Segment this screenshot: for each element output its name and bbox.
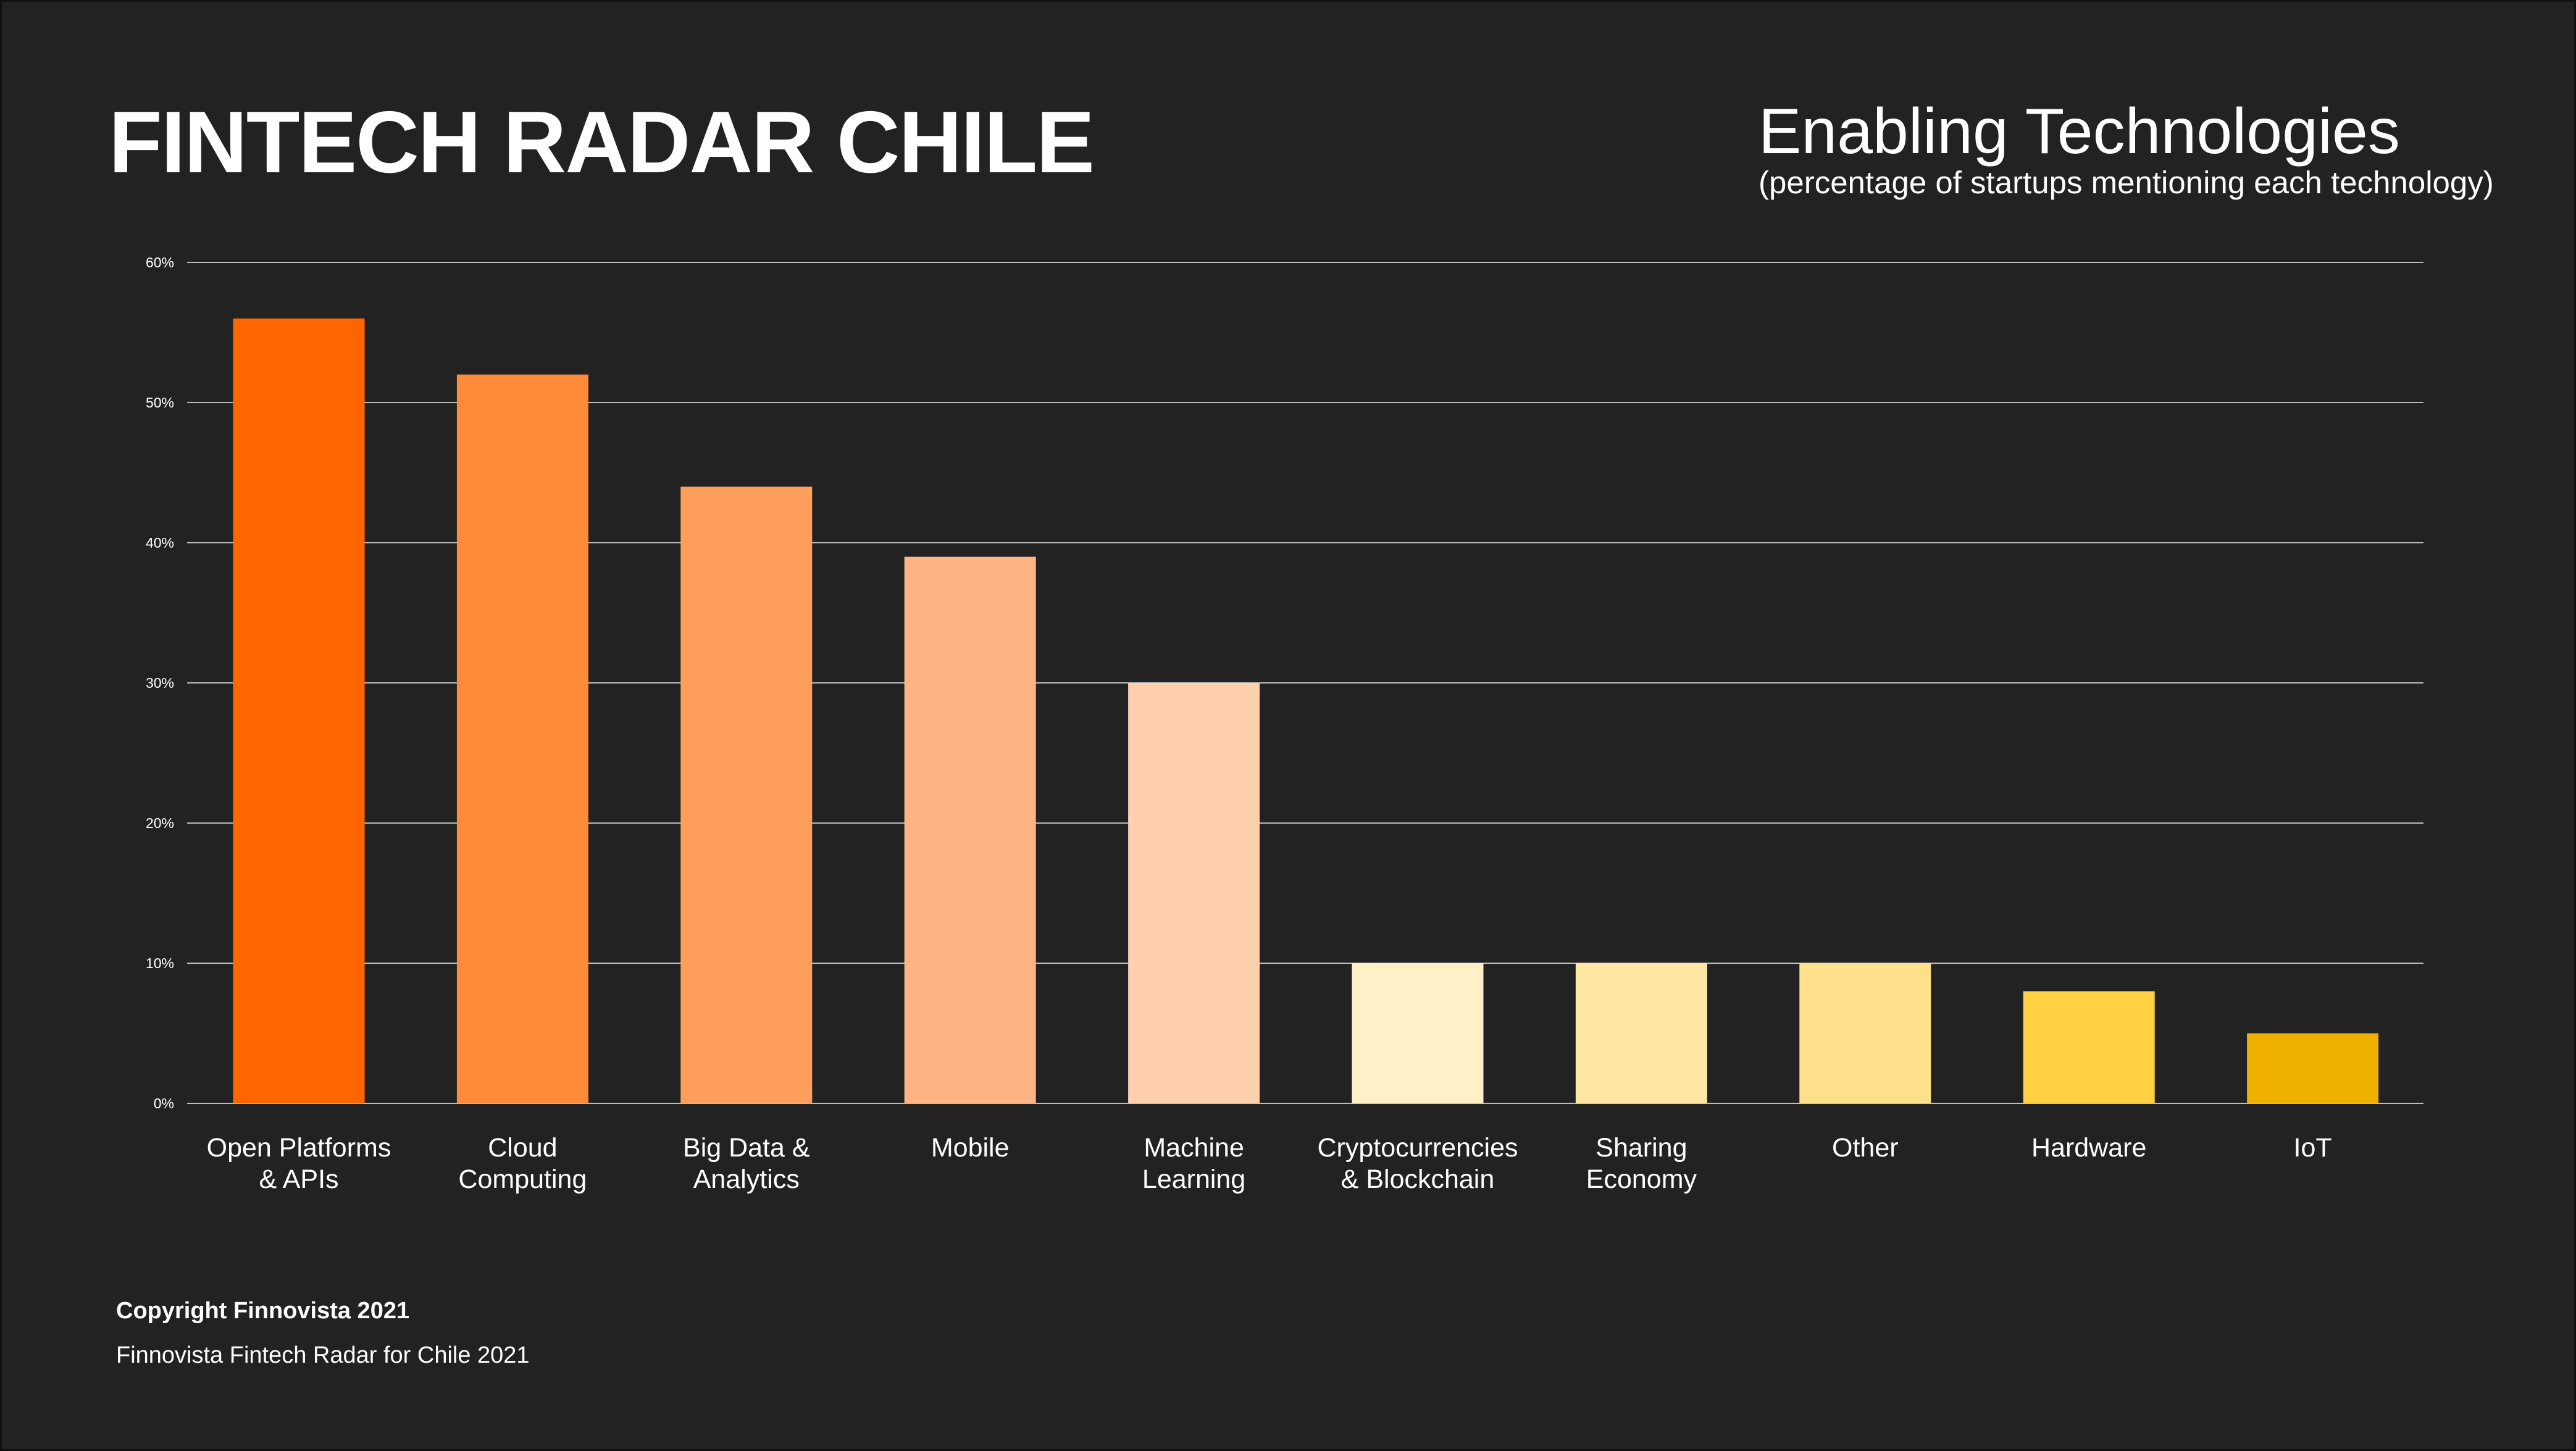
x-tick-label-line: Computing: [458, 1165, 587, 1194]
x-tick-label: Cryptocurrencies & Blockchain: [1318, 1133, 1518, 1194]
y-tick-label: 20%: [146, 815, 174, 831]
page-title: FINTECH RADAR CHILE: [109, 93, 1095, 191]
y-axis-ticks: 0% 10% 20% 30% 40% 50% 60%: [146, 254, 174, 1111]
bar: [1128, 683, 1260, 1103]
x-tick-label-line: Open Platforms: [207, 1133, 391, 1163]
x-tick-label: Cloud Computing: [458, 1133, 587, 1194]
x-tick-label: Other: [1832, 1133, 1899, 1163]
chart-title: Enabling Technologies: [1758, 96, 2400, 167]
y-tick-label: 10%: [146, 955, 174, 971]
footer-copyright: Copyright Finnovista 2021: [116, 1298, 410, 1324]
bar: [1799, 963, 1931, 1103]
chart-subtitle: (percentage of startups mentioning each …: [1758, 165, 2494, 201]
bar: [904, 556, 1036, 1103]
x-tick-label: Sharing Economy: [1586, 1133, 1697, 1194]
y-tick-label: 50%: [146, 395, 174, 411]
y-tick-label: 60%: [146, 254, 174, 270]
bar: [2023, 991, 2155, 1103]
x-tick-label: IoT: [2294, 1133, 2332, 1163]
bars: [233, 318, 2379, 1103]
bar: [1352, 963, 1484, 1103]
x-tick-label-line: Cloud: [488, 1133, 557, 1163]
x-tick-label-line: Other: [1832, 1133, 1899, 1163]
x-tick-label: Open Platforms & APIs: [207, 1133, 391, 1194]
bar: [456, 374, 588, 1103]
x-tick-label-line: Machine: [1144, 1133, 1244, 1163]
x-tick-label: Hardware: [2031, 1133, 2146, 1163]
x-tick-label: Machine Learning: [1142, 1133, 1245, 1194]
x-tick-label-line: Analytics: [693, 1165, 800, 1194]
x-tick-label-line: Big Data &: [683, 1133, 810, 1163]
x-tick-label-line: Cryptocurrencies: [1318, 1133, 1518, 1163]
bar: [680, 487, 813, 1103]
x-tick-label-line: Mobile: [931, 1133, 1010, 1163]
chart-title-block: Enabling Technologies (percentage of sta…: [1758, 99, 2494, 200]
y-tick-label: 0%: [154, 1095, 174, 1111]
x-tick-label-line: Learning: [1142, 1165, 1245, 1194]
x-tick-label-line: Economy: [1586, 1165, 1697, 1194]
x-tick-label: Big Data & Analytics: [683, 1133, 810, 1194]
x-tick-label-line: IoT: [2294, 1133, 2332, 1163]
bar: [1575, 963, 1707, 1103]
y-tick-label: 30%: [146, 675, 174, 691]
x-tick-label: Mobile: [931, 1133, 1010, 1163]
bar: [233, 318, 365, 1103]
x-tick-label-line: Sharing: [1595, 1133, 1687, 1163]
x-tick-label-line: Hardware: [2031, 1133, 2146, 1163]
x-axis-labels: Open Platforms & APIs Cloud Computing Big Da…: [207, 1133, 2332, 1194]
x-tick-label-line: & APIs: [259, 1165, 338, 1194]
bar: [2247, 1033, 2379, 1103]
x-tick-label-line: & Blockchain: [1341, 1165, 1495, 1194]
footer-source: Finnovista Fintech Radar for Chile 2021: [116, 1342, 530, 1368]
y-tick-label: 40%: [146, 535, 174, 551]
